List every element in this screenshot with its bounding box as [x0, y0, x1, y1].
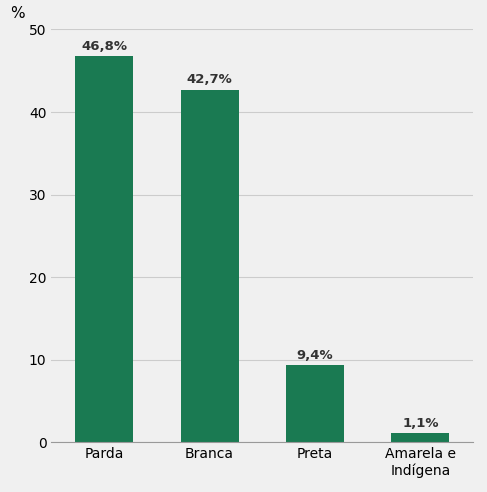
Text: 46,8%: 46,8%: [81, 39, 127, 53]
Bar: [392, 433, 450, 442]
Bar: [181, 90, 239, 442]
Bar: [286, 365, 344, 442]
Bar: [75, 56, 133, 442]
Y-axis label: %: %: [10, 6, 25, 21]
Text: 9,4%: 9,4%: [297, 348, 333, 362]
Text: 1,1%: 1,1%: [402, 417, 439, 430]
Text: 42,7%: 42,7%: [187, 73, 232, 87]
